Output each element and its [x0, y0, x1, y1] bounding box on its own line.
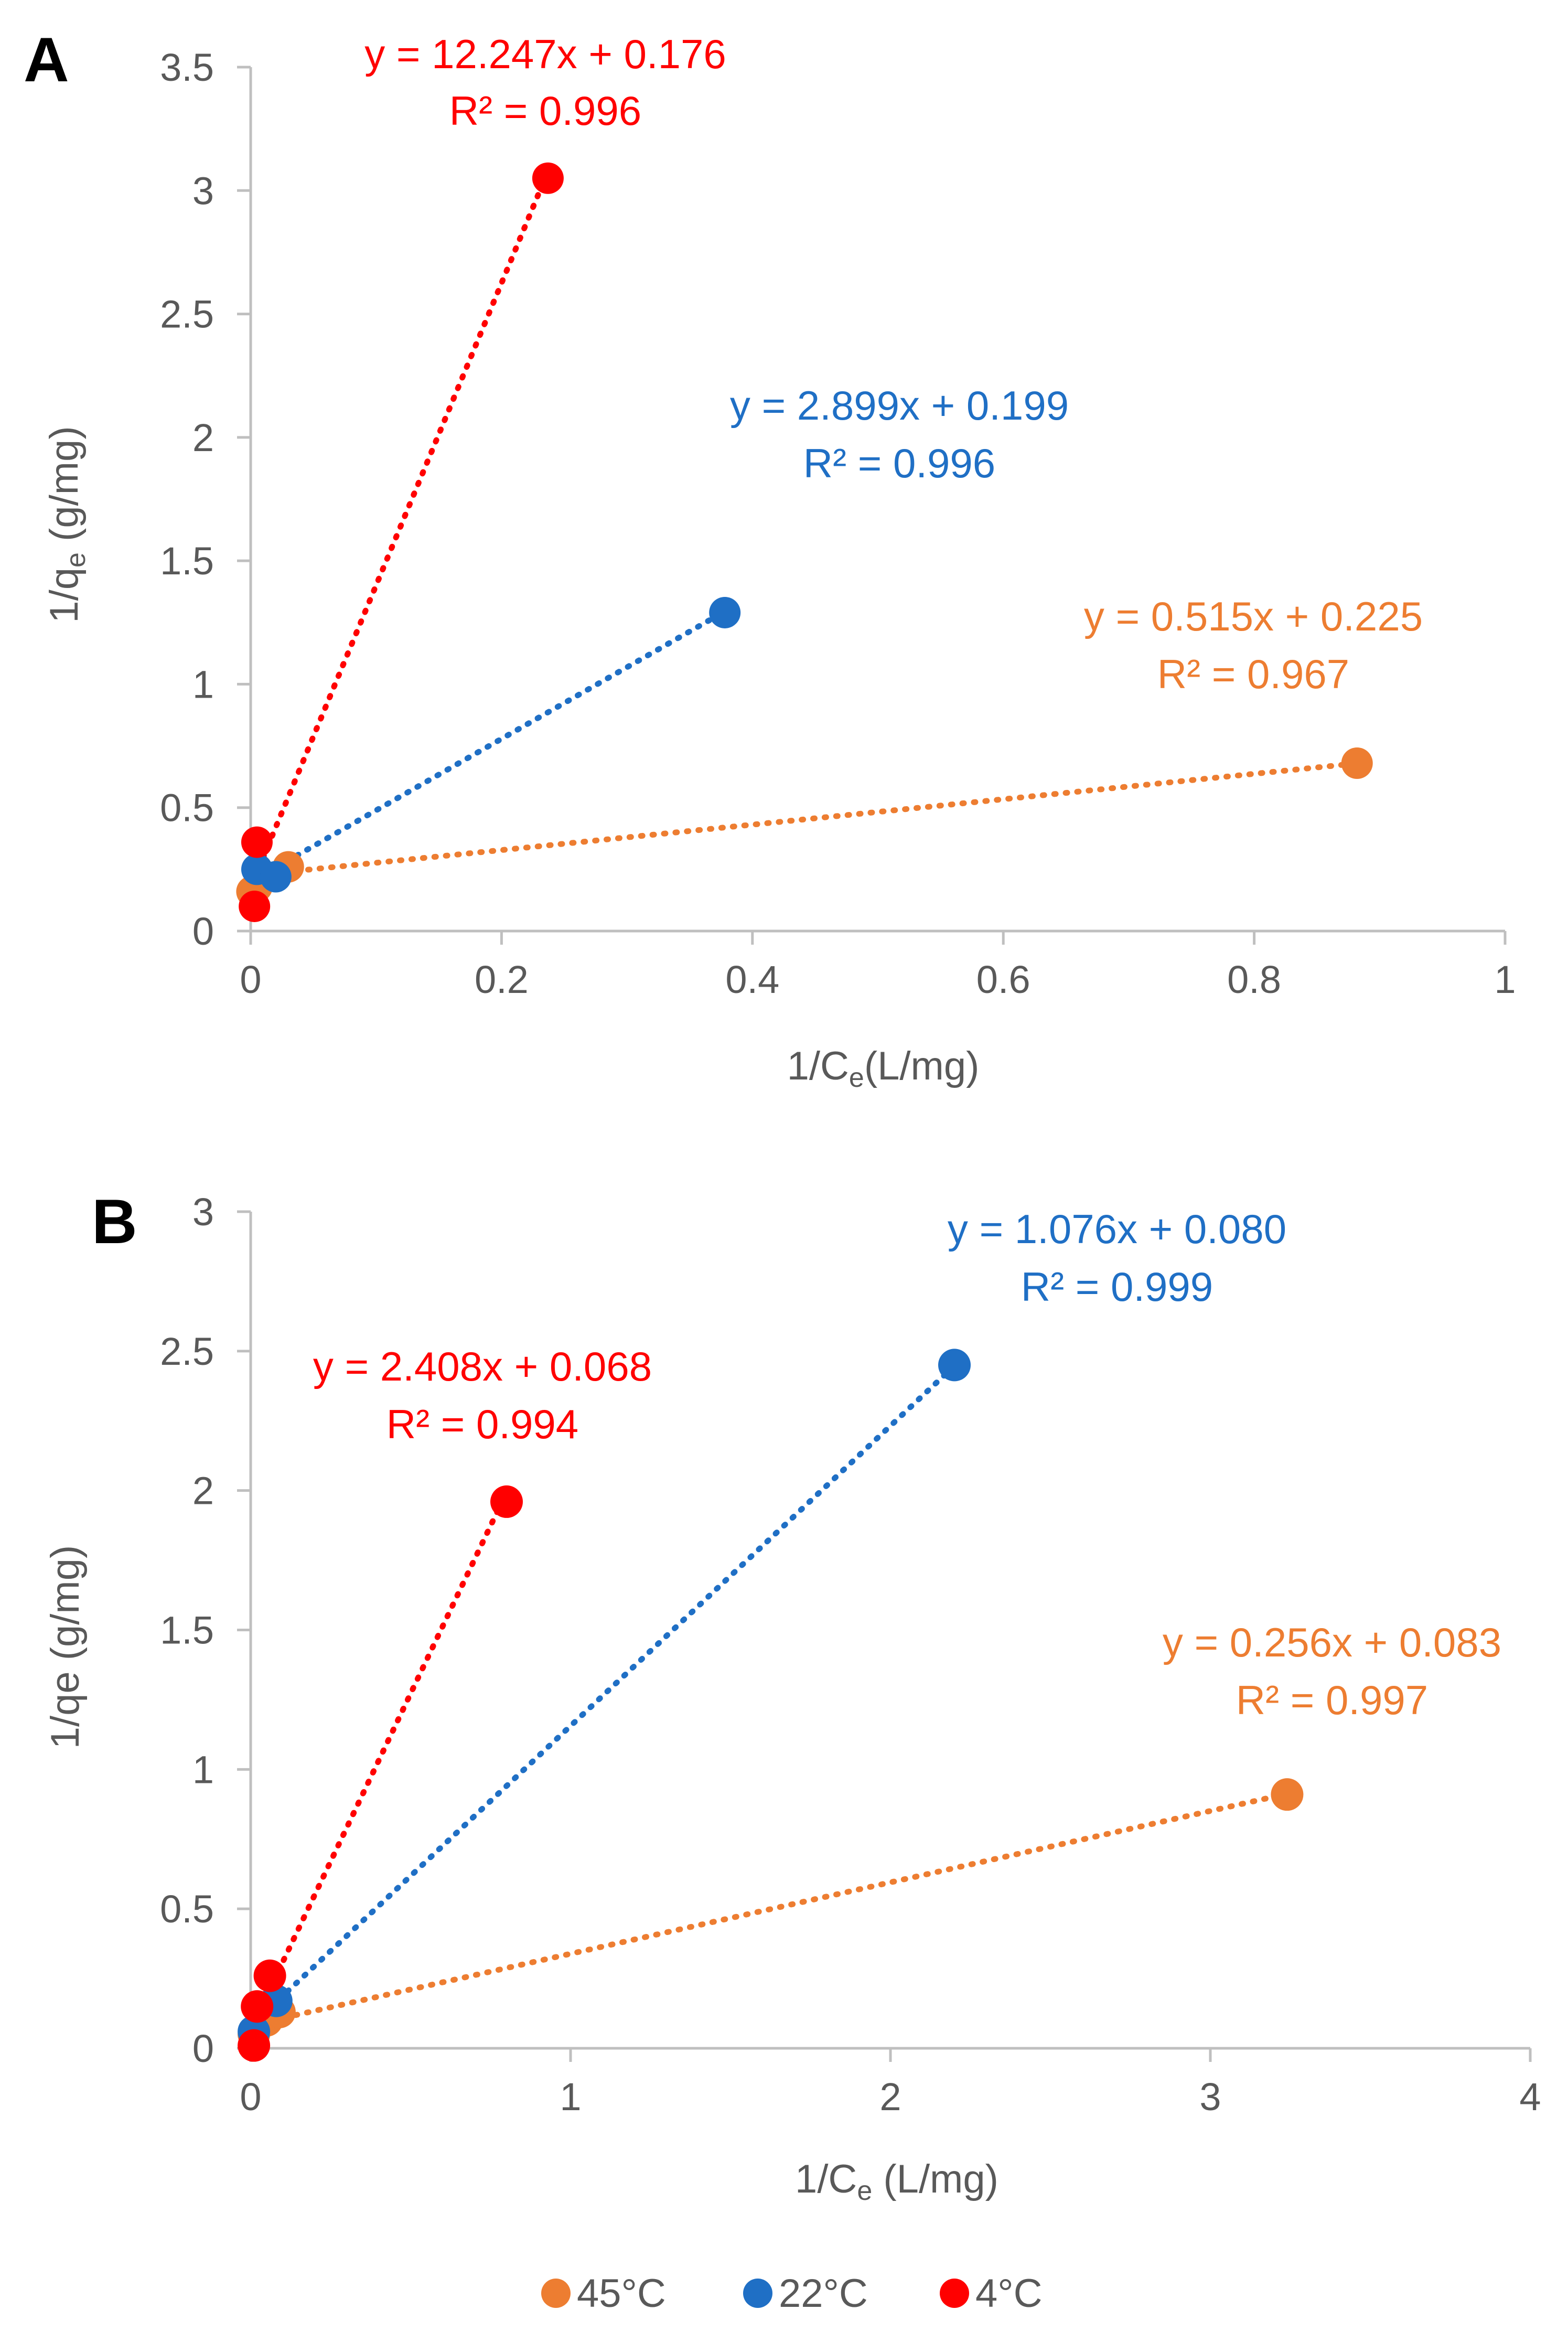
panel-b-chart: B 0 1 2 3 4 0 0.5 1 1.5 2 2.5 3 1/Ce (L/mg) 1/qe (g… — [43, 1186, 1541, 2206]
panel-a-y-tick-label: 0.5 — [160, 786, 214, 830]
panel-b-y-tick-label: 1.5 — [160, 1609, 214, 1652]
panel-a-point-22c — [260, 861, 292, 893]
panel-b-label: B — [92, 1186, 137, 1257]
panel-b-axes: 0 1 2 3 4 0 0.5 1 1.5 2 2.5 3 — [160, 1190, 1541, 2119]
panel-b-r2-45c: R² = 0.997 — [1236, 1677, 1428, 1723]
panel-a-equation-22c: y = 2.899x + 0.199 — [730, 382, 1069, 429]
panel-a-y-tick-label: 3 — [192, 169, 214, 212]
legend-marker-22c — [743, 2279, 772, 2308]
panel-b-y-tick-label: 1 — [192, 1748, 214, 1791]
panel-a-x-tick-label: 0.6 — [976, 958, 1030, 1001]
panel-b-annotation-4c: y = 2.408x + 0.068 R² = 0.994 — [313, 1343, 652, 1447]
panel-b-trendline-22c — [251, 1363, 958, 2026]
panel-b-y-tick-label: 3 — [192, 1190, 214, 1234]
panel-a-point-4c — [241, 826, 273, 858]
panel-a-point-4c — [239, 890, 271, 922]
panel-b-r2-22c: R² = 0.999 — [1021, 1264, 1213, 1310]
panel-a-chart: A 0 0.2 0.4 0.6 0.8 1 0 0.5 1 1.5 2 2.5 3 3.5 1/Ce(L/… — [24, 25, 1516, 1093]
panel-a-y-tick-label: 2 — [192, 416, 214, 459]
panel-a-annotation-4c: y = 12.247x + 0.176 R² = 0.996 — [364, 31, 726, 134]
panel-a-x-axis-title: 1/Ce(L/mg) — [787, 1044, 980, 1093]
panel-a-r2-45c: R² = 0.967 — [1157, 651, 1349, 697]
panel-b-x-axis-title: 1/Ce (L/mg) — [795, 2157, 998, 2206]
panel-b-y-tick-label: 2.5 — [160, 1330, 214, 1373]
legend-marker-4c — [940, 2279, 969, 2308]
panel-a-x-tick-label: 1 — [1494, 958, 1516, 1001]
panel-b-x-tick-label: 0 — [240, 2075, 261, 2119]
panel-b-point-22c — [938, 1349, 971, 1382]
panel-a-y-tick-label: 2.5 — [160, 293, 214, 336]
panel-b-y-tick-label: 0 — [192, 2027, 214, 2070]
panel-a-trendlines — [248, 168, 1360, 882]
panel-b-x-tick-label: 3 — [1199, 2075, 1221, 2119]
panel-b-equation-22c: y = 1.076x + 0.080 — [948, 1206, 1286, 1252]
panel-b-trendline-45c — [248, 1791, 1290, 2028]
panel-a-y-tick-label: 1.5 — [160, 539, 214, 583]
panel-b-point-45c — [1271, 1778, 1304, 1811]
panel-a-point-45c — [1341, 747, 1373, 779]
panel-b-r2-4c: R² = 0.994 — [386, 1401, 578, 1447]
panel-a-axes: 0 0.2 0.4 0.6 0.8 1 0 0.5 1 1.5 2 2.5 3 3.5 — [160, 46, 1516, 1001]
panel-a-x-tick-label: 0.8 — [1227, 958, 1281, 1001]
panel-b-x-tick-label: 4 — [1519, 2075, 1541, 2119]
panel-b-x-tick-label: 1 — [560, 2075, 581, 2119]
panel-b-y-tick-label: 2 — [192, 1469, 214, 1513]
panel-a-point-4c — [532, 162, 564, 194]
panel-b-annotation-22c: y = 1.076x + 0.080 R² = 0.999 — [948, 1206, 1286, 1310]
panel-a-y-tick-label: 3.5 — [160, 46, 214, 89]
panel-b-equation-45c: y = 0.256x + 0.083 — [1163, 1619, 1501, 1665]
panel-b-equation-4c: y = 2.408x + 0.068 — [313, 1343, 652, 1389]
panel-a-y-tick-label: 0 — [192, 910, 214, 953]
panel-b-point-4c — [241, 1990, 274, 2023]
panel-a-annotation-22c: y = 2.899x + 0.199 R² = 0.996 — [730, 382, 1069, 486]
panel-a-trendline-45c — [248, 760, 1360, 879]
panel-a-label: A — [24, 25, 69, 95]
panel-b-point-4c — [490, 1485, 523, 1518]
panel-b-annotation-45c: y = 0.256x + 0.083 R² = 0.997 — [1163, 1619, 1501, 1723]
panel-a-r2-4c: R² = 0.996 — [449, 88, 641, 134]
panel-b-point-4c — [238, 2029, 271, 2062]
panel-a-point-22c — [709, 596, 741, 628]
legend-label-22c: 22°C — [779, 2271, 868, 2316]
legend-marker-45c — [541, 2279, 571, 2308]
panel-a-r2-22c: R² = 0.996 — [803, 440, 995, 486]
panel-b-point-4c — [253, 1959, 286, 1992]
legend-label-45c: 45°C — [577, 2271, 666, 2316]
panel-a-y-axis-title: 1/qe (g/mg) — [42, 426, 91, 623]
panel-a-trendline-4c — [251, 168, 551, 882]
panel-b-points — [238, 1349, 1304, 2062]
legend-label-4c: 4°C — [975, 2271, 1043, 2316]
panel-b-trendlines — [248, 1363, 1290, 2028]
panel-a-trendline-22c — [254, 608, 728, 882]
panel-a-x-tick-label: 0.4 — [725, 958, 779, 1001]
panel-b-y-tick-label: 0.5 — [160, 1887, 214, 1931]
panel-b-x-tick-label: 2 — [879, 2075, 901, 2119]
panel-a-equation-45c: y = 0.515x + 0.225 — [1084, 593, 1423, 639]
panel-a-x-tick-label: 0.2 — [475, 958, 529, 1001]
panel-a-y-tick-label: 1 — [192, 662, 214, 706]
panel-a-points — [236, 162, 1373, 922]
panel-b-y-axis-title: 1/qe (g/mg) — [43, 1545, 88, 1749]
legend: 45°C 22°C 4°C — [541, 2271, 1043, 2316]
panel-a-equation-4c: y = 12.247x + 0.176 — [364, 31, 726, 77]
panel-a-x-tick-label: 0 — [240, 958, 261, 1001]
panel-a-annotation-45c: y = 0.515x + 0.225 R² = 0.967 — [1084, 593, 1423, 697]
